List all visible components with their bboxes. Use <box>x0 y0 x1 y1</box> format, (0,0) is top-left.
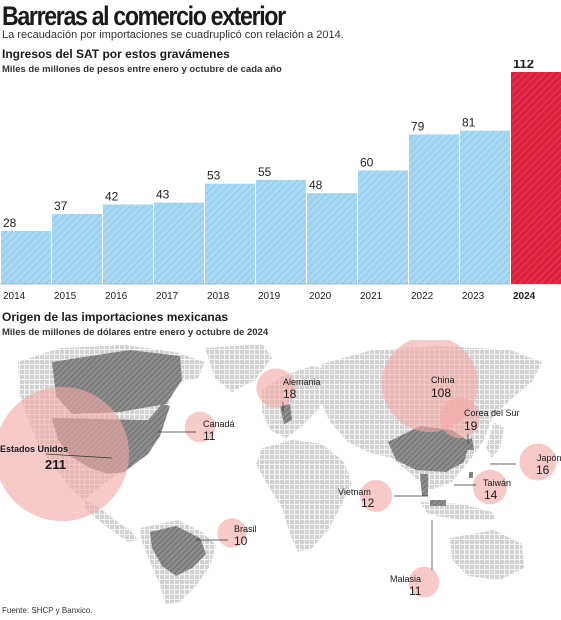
country-value-vietnam: 12 <box>361 496 375 510</box>
country-label-japon: Japón <box>537 453 561 463</box>
country-label-estados-unidos: Estados Unidos <box>0 444 68 454</box>
bar-2014 <box>1 231 51 284</box>
page-subtitle: La recaudación por importaciones se cuad… <box>2 29 344 41</box>
x-tick-label-2020: 2020 <box>309 291 332 302</box>
page-title: Barreras al comercio exterior <box>2 1 286 31</box>
bubble-canada <box>184 411 216 443</box>
country-value-china: 108 <box>431 386 451 400</box>
x-tick-label-2015: 2015 <box>54 291 77 302</box>
x-tick-label-2023: 2023 <box>462 291 485 302</box>
country-label-malasia: Malasia <box>390 574 421 584</box>
bar-2020 <box>307 193 357 284</box>
bar-value-label-2019: 55 <box>258 165 272 179</box>
x-tick-label-2019: 2019 <box>258 291 281 302</box>
bar-2021 <box>358 170 408 284</box>
country-value-corea-del-sur: 19 <box>464 419 478 433</box>
bubble-alemania <box>256 368 296 408</box>
bar-value-label-2020: 48 <box>309 178 323 192</box>
bar-value-label-2021: 60 <box>360 155 374 169</box>
revenue-chart-subtitle: Miles de millones de pesos entre enero y… <box>2 64 282 75</box>
x-tick-label-2014: 2014 <box>3 291 26 302</box>
country-label-alemania: Alemania <box>283 377 321 387</box>
bar-value-label-2018: 53 <box>207 169 221 183</box>
bar-value-label-2024: 112 <box>513 60 534 71</box>
bubble-corea-del-sur <box>439 397 481 439</box>
country-value-taiwan: 14 <box>484 488 498 502</box>
x-tick-label-2024: 2024 <box>513 291 536 302</box>
country-value-alemania: 18 <box>283 387 297 401</box>
revenue-bar-chart: 28 2014 37 2015 42 2016 43 2017 53 2018 55 2019 48 20… <box>0 60 561 302</box>
bubble-malasia <box>408 566 440 598</box>
bubble-estados-unidos <box>0 386 130 522</box>
bar-value-label-2022: 79 <box>411 119 425 133</box>
x-tick-label-2022: 2022 <box>411 291 434 302</box>
bar-2018 <box>205 183 255 284</box>
bar-2017 <box>154 202 204 284</box>
bar-2024 <box>511 72 561 284</box>
x-tick-label-2021: 2021 <box>360 291 383 302</box>
bubble-taiwan <box>472 469 508 505</box>
bubble-japon <box>519 443 557 481</box>
bubble-vietnam <box>359 479 393 513</box>
country-label-vietnam: Vietnam <box>338 487 371 497</box>
leader-line-estados-unidos <box>45 453 113 459</box>
country-label-taiwan: Taiwán <box>483 478 511 488</box>
bar-value-label-2017: 43 <box>156 188 170 202</box>
country-value-canada: 11 <box>203 429 216 443</box>
bar-2019 <box>256 179 306 284</box>
bar-value-label-2015: 37 <box>54 199 68 213</box>
country-value-brasil: 10 <box>234 534 248 548</box>
country-label-brasil: Brasil <box>234 524 257 534</box>
country-value-malasia: 11 <box>409 584 422 598</box>
x-tick-label-2017: 2017 <box>156 291 179 302</box>
country-label-canada: Canadá <box>203 419 235 429</box>
x-tick-label-2016: 2016 <box>105 291 128 302</box>
bar-2023 <box>460 130 510 284</box>
imports-map-title: Origen de las importaciones mexicanas <box>2 310 229 324</box>
country-label-corea-del-sur: Corea del Sur <box>464 408 520 418</box>
country-label-china: China <box>431 375 455 385</box>
imports-map-subtitle: Miles de millones de dólares entre enero… <box>2 327 269 338</box>
bar-value-label-2023: 81 <box>462 116 476 130</box>
country-value-japon: 16 <box>536 463 550 477</box>
x-tick-label-2018: 2018 <box>207 291 230 302</box>
bar-2015 <box>52 213 102 284</box>
bar-value-label-2016: 42 <box>105 190 119 204</box>
source-note: Fuente: SHCP y Banxico. <box>2 606 93 615</box>
bar-2016 <box>103 204 153 284</box>
revenue-chart-title: Ingresos del SAT por estos gravámenes <box>2 47 230 61</box>
bar-2022 <box>409 134 459 284</box>
country-value-estados-unidos: 211 <box>45 457 66 472</box>
bar-value-label-2014: 28 <box>3 216 17 230</box>
